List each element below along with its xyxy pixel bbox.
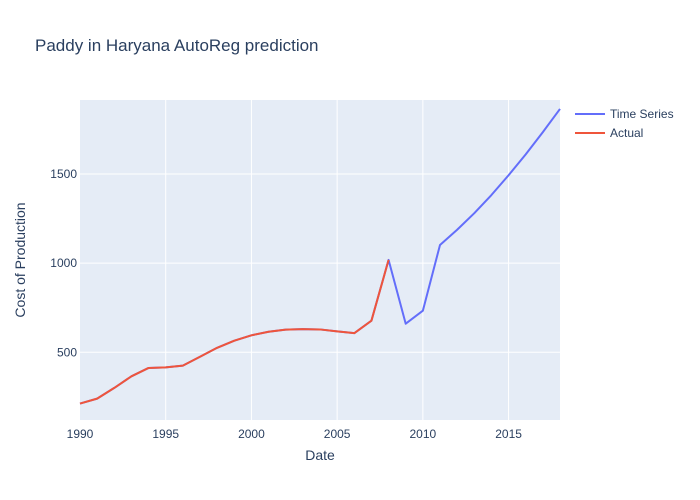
chart-title: Paddy in Haryana AutoReg prediction (35, 36, 319, 55)
y-tick-label: 1000 (50, 256, 77, 270)
y-axis-title: Cost of Production (12, 202, 28, 317)
x-tick-label: 2015 (495, 427, 522, 441)
legend-label: Actual (610, 126, 643, 140)
y-tick-label: 500 (57, 345, 77, 359)
legend-item-time-series[interactable]: Time Series (575, 107, 674, 121)
x-tick-label: 2000 (238, 427, 265, 441)
y-tick-label: 1500 (50, 167, 77, 181)
series-layer (79, 108, 561, 405)
legend[interactable]: Time Series Actual (575, 107, 674, 140)
x-tick-label: 2010 (410, 427, 437, 441)
legend-label: Time Series (610, 107, 674, 121)
y-gridlines (80, 173, 560, 353)
legend-item-actual[interactable]: Actual (575, 126, 643, 140)
series-line-actual[interactable] (79, 259, 390, 405)
y-tick-labels: 500 1000 1500 (50, 167, 77, 359)
x-tick-label: 1995 (152, 427, 179, 441)
x-tick-label: 1990 (67, 427, 94, 441)
x-axis-title: Date (305, 447, 335, 463)
plot-area (80, 100, 560, 420)
x-tick-labels: 1990 1995 2000 2005 2010 2015 (67, 427, 523, 441)
x-tick-label: 2005 (324, 427, 351, 441)
